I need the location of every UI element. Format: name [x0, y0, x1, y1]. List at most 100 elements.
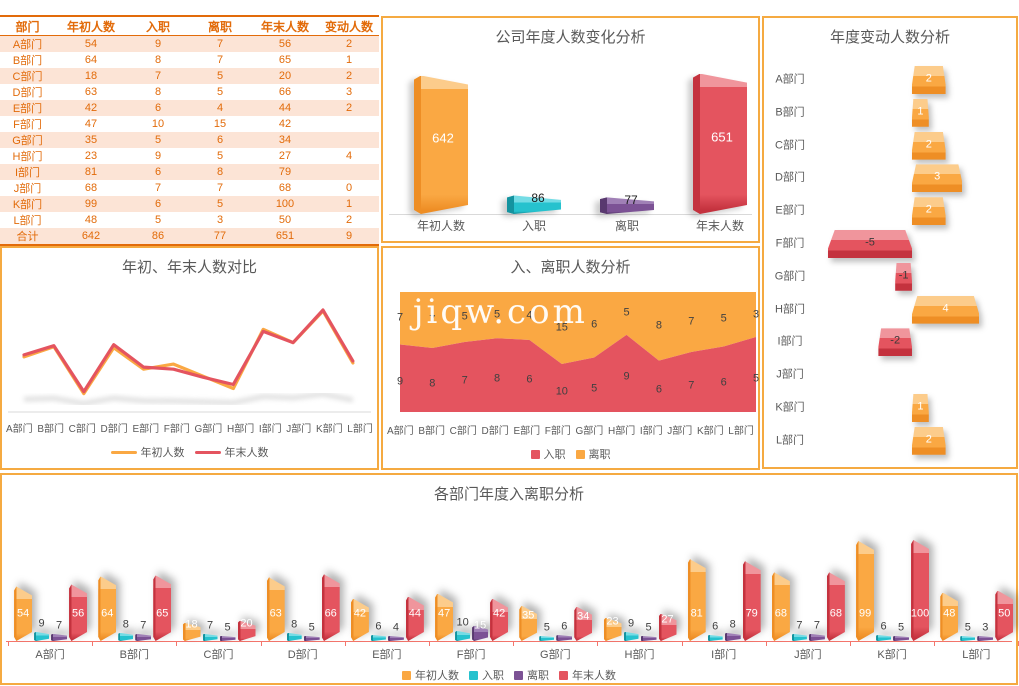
column-header[interactable]: 离职 — [189, 15, 251, 36]
cell[interactable]: 2 — [345, 70, 353, 82]
cell[interactable]: 68 — [84, 182, 98, 194]
cell[interactable]: 6 — [154, 166, 162, 178]
category-label: E部门 — [372, 649, 402, 661]
cell[interactable]: 63 — [84, 86, 98, 98]
inout-area-chart-panel[interactable]: 入、离职人数分析 7 9 7 8 5 7 5 8 4 6 15 10 6 5 5 9 8 6 7 7 5 6 3 5 A部门 B部… — [381, 246, 760, 470]
cell[interactable]: 48 — [84, 214, 98, 226]
cell[interactable]: 100 — [275, 198, 295, 210]
column-header[interactable]: 变动人数 — [319, 15, 379, 36]
cell[interactable]: 3 — [345, 86, 353, 98]
cell[interactable]: 3 — [216, 214, 224, 226]
grouped-chart-panel[interactable]: 各部门年度入离职分析 A部门 54 9 7 56 B部门 64 8 7 65 C部门 18 7 5 20 D部… — [0, 473, 1019, 685]
column-header[interactable]: 部门 — [0, 15, 55, 36]
cell[interactable]: 6 — [154, 102, 162, 114]
cell[interactable]: A部门 — [12, 39, 43, 51]
cell[interactable]: 1 — [345, 198, 353, 210]
data-label: 6 — [591, 318, 598, 331]
cell[interactable]: 66 — [278, 86, 292, 98]
cell[interactable]: 5 — [154, 134, 162, 146]
cell[interactable]: 65 — [278, 54, 292, 66]
cell[interactable]: 8 — [154, 54, 162, 66]
cell[interactable]: 5 — [216, 198, 224, 210]
cell[interactable] — [319, 116, 379, 132]
bar-face — [623, 631, 639, 641]
cell[interactable]: 1 — [345, 54, 353, 66]
cell[interactable]: 81 — [84, 166, 98, 178]
cell[interactable]: 5 — [216, 70, 224, 82]
cell[interactable]: 23 — [84, 150, 98, 162]
cell[interactable]: 79 — [278, 166, 292, 178]
cell[interactable]: 7 — [216, 54, 224, 66]
cell[interactable]: 35 — [84, 134, 98, 146]
cell[interactable]: 7 — [216, 182, 224, 194]
cell[interactable]: 15 — [213, 118, 227, 130]
column-header[interactable]: 年初人数 — [55, 15, 127, 36]
cell[interactable]: 651 — [251, 228, 319, 246]
cell[interactable]: 7 — [154, 70, 162, 82]
legend-label: 年初人数 — [415, 670, 459, 682]
cell[interactable]: 4 — [345, 150, 353, 162]
cell[interactable]: 42 — [84, 102, 98, 114]
cell[interactable]: 642 — [55, 228, 127, 246]
cell[interactable]: 64 — [84, 54, 98, 66]
bar-face — [519, 605, 538, 641]
cell[interactable] — [319, 164, 379, 180]
cell[interactable]: 77 — [189, 228, 251, 246]
cell[interactable]: K部门 — [12, 199, 43, 211]
cell[interactable]: 2 — [345, 214, 353, 226]
company-change-chart-panel[interactable]: 公司年度人数变化分析 642 年初人数 86 入职 77 离职 651 年末人数 — [381, 16, 760, 243]
cell[interactable]: 56 — [278, 38, 292, 50]
cell[interactable]: 2 — [345, 38, 353, 50]
department-table[interactable]: 部门 年初人数 入职 离职 年末人数 变动人数 A部门 54 9 7 56 2 B部门 64 8 7 65 1 C… — [0, 15, 379, 246]
compare-lines-chart-panel[interactable]: 年初、年末人数对比 A部门 B部门 C部门 D部门 E部门 F部门 G部门 H部门 I部门 J部门… — [0, 246, 379, 470]
cell[interactable]: 5 — [216, 150, 224, 162]
cell[interactable]: 5 — [154, 214, 162, 226]
cell[interactable]: 7 — [216, 38, 224, 50]
cell[interactable]: 6 — [154, 198, 162, 210]
cell[interactable]: 合计 — [0, 228, 55, 246]
cell[interactable]: 50 — [278, 214, 292, 226]
cell[interactable]: 34 — [278, 134, 292, 146]
cell[interactable]: E部门 — [12, 103, 43, 115]
cell[interactable]: 20 — [278, 70, 292, 82]
cell[interactable]: D部门 — [12, 87, 43, 99]
cell[interactable]: J部门 — [13, 183, 42, 195]
cell[interactable]: L部门 — [13, 215, 42, 227]
cell[interactable]: 7 — [154, 182, 162, 194]
cell[interactable]: G部门 — [12, 135, 43, 147]
cell[interactable]: 8 — [154, 86, 162, 98]
data-label: 6 — [375, 620, 382, 633]
cell[interactable]: 44 — [278, 102, 292, 114]
cell[interactable]: 27 — [278, 150, 292, 162]
cell[interactable]: 68 — [278, 182, 292, 194]
cell[interactable]: 8 — [216, 166, 224, 178]
axis-tick — [681, 641, 683, 646]
legend-swatch — [514, 670, 523, 680]
cell[interactable]: C部门 — [12, 71, 43, 83]
cell[interactable]: 42 — [278, 118, 292, 130]
cell[interactable]: 9 — [154, 150, 162, 162]
x-label: D部门 — [481, 426, 509, 437]
cell[interactable]: 5 — [216, 86, 224, 98]
cell[interactable]: 9 — [319, 228, 379, 246]
cell[interactable]: 54 — [84, 38, 98, 50]
data-label: 68 — [774, 607, 788, 620]
cell[interactable]: 47 — [84, 118, 98, 130]
cell[interactable]: 99 — [84, 198, 98, 210]
cell[interactable]: 6 — [216, 134, 224, 146]
cell[interactable]: 86 — [127, 228, 189, 246]
column-header[interactable]: 年末人数 — [251, 15, 319, 36]
cell[interactable]: B部门 — [12, 55, 43, 67]
column-header[interactable]: 入职 — [127, 15, 189, 36]
cell[interactable]: 2 — [345, 102, 353, 114]
cell[interactable]: H部门 — [12, 151, 43, 163]
cell[interactable]: F部门 — [13, 119, 42, 131]
cell[interactable]: I部门 — [14, 167, 41, 179]
cell[interactable]: 18 — [84, 70, 98, 82]
cell[interactable]: 10 — [151, 118, 165, 130]
cell[interactable]: 0 — [345, 182, 353, 194]
delta-chart-panel[interactable]: 年度变动人数分析 A部门 2 B部门 1 C部门 2 D部门 3 E部门 2 F部门 -5 G部门 -1 H… — [762, 16, 1018, 469]
cell[interactable] — [319, 132, 379, 148]
cell[interactable]: 4 — [216, 102, 224, 114]
cell[interactable]: 9 — [154, 38, 162, 50]
